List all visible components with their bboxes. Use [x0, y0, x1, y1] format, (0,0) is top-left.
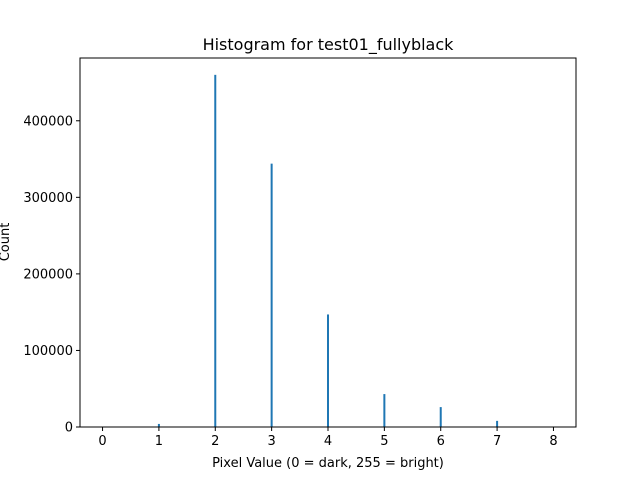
- x-tick-label: 8: [549, 434, 557, 449]
- y-tick-label: 0: [65, 421, 73, 436]
- y-tick-label: 100000: [23, 344, 73, 359]
- x-axis: 0 1 2 3 4 5 6 7 8: [98, 427, 558, 449]
- bar-2: [214, 74, 217, 428]
- x-tick-label: 5: [380, 434, 388, 449]
- y-axis-label: Count: [0, 223, 13, 262]
- bar-1: [157, 423, 160, 427]
- x-tick-label: 7: [493, 434, 501, 449]
- x-tick-label: 1: [155, 434, 163, 449]
- bar-7: [496, 420, 499, 427]
- x-tick-label: 2: [211, 434, 219, 449]
- x-tick-label: 3: [267, 434, 275, 449]
- bar-5: [383, 394, 386, 427]
- x-axis-label: Pixel Value (0 = dark, 255 = bright): [212, 456, 444, 471]
- chart-title: Histogram for test01_fullyblack: [203, 35, 455, 55]
- bars-group: [157, 74, 499, 428]
- y-axis: 0 100000 200000 300000 400000: [23, 114, 80, 436]
- x-tick-label: 4: [324, 434, 332, 449]
- y-tick-label: 200000: [23, 267, 73, 282]
- y-tick-label: 400000: [23, 114, 73, 129]
- bar-3: [270, 163, 273, 427]
- x-tick-label: 6: [437, 434, 445, 449]
- x-tick-label: 0: [98, 434, 106, 449]
- y-tick-label: 300000: [23, 191, 73, 206]
- bar-6: [439, 407, 442, 427]
- bar-4: [327, 314, 329, 427]
